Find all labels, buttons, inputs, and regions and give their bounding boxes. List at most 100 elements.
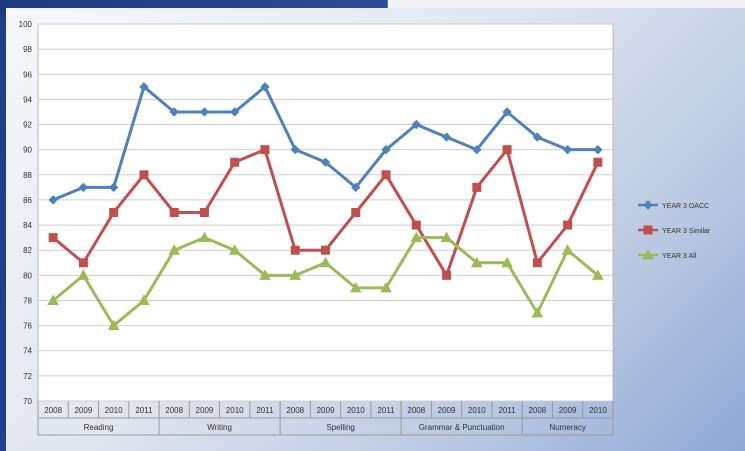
data-point	[441, 132, 452, 142]
data-point	[321, 245, 330, 255]
data-point	[199, 107, 210, 117]
x-tick-label-2009: 2009	[196, 406, 214, 415]
x-group-label: Numeracy	[549, 423, 585, 432]
legend-label: YEAR 3 Similar	[662, 228, 711, 235]
data-point	[502, 145, 512, 155]
legend-item-1: YEAR 3 OACC	[638, 200, 709, 210]
data-point	[502, 107, 512, 117]
legend: YEAR 3 OACC YEAR 3 Similar YEAR 3 All	[638, 200, 711, 260]
data-point	[472, 144, 482, 155]
data-point	[199, 208, 209, 217]
series-3	[47, 231, 604, 331]
x-tick-label-2009: 2009	[559, 406, 577, 415]
data-point	[411, 119, 421, 130]
y-axis-ticks: 70 72 74 76 78 80 82 84 86 88 90 92 94 96 98 100	[19, 20, 33, 406]
data-point	[139, 170, 149, 180]
x-tick-label-2008: 2008	[44, 406, 62, 415]
data-point	[531, 307, 544, 318]
data-point	[351, 182, 361, 193]
x-tick-label-2011: 2011	[135, 406, 153, 415]
y-tick-label-94: 94	[23, 95, 32, 104]
data-point	[290, 144, 300, 155]
data-point	[77, 269, 90, 280]
y-tick-label-72: 72	[23, 372, 32, 381]
y-tick-label-80: 80	[23, 271, 32, 280]
legend-item-3: YEAR 3 All	[638, 248, 697, 260]
x-tick-label-2010: 2010	[589, 406, 607, 415]
data-point	[78, 258, 88, 268]
x-tick-label-2010: 2010	[226, 406, 244, 415]
data-point	[442, 270, 452, 280]
data-point	[349, 281, 362, 293]
data-point	[290, 245, 300, 255]
data-point	[381, 170, 391, 180]
data-point	[107, 319, 120, 331]
data-point	[169, 107, 179, 117]
series-2	[48, 145, 603, 280]
legend-marker	[642, 248, 654, 260]
data-point	[532, 132, 543, 142]
y-tick-label-96: 96	[23, 70, 32, 79]
y-tick-label-76: 76	[23, 322, 32, 331]
data-point	[320, 157, 331, 167]
y-tick-label-98: 98	[23, 45, 32, 54]
data-point	[228, 244, 241, 255]
data-point	[48, 195, 58, 205]
data-point	[168, 244, 181, 255]
x-tick-label-2011: 2011	[256, 406, 274, 415]
x-tick-label-2009: 2009	[438, 406, 456, 415]
x-group-label: Spelling	[326, 423, 354, 432]
legend-label: YEAR 3 OACC	[662, 203, 709, 210]
data-point	[562, 144, 573, 155]
data-point	[410, 231, 423, 243]
data-point	[380, 281, 392, 293]
x-group-label: Reading	[84, 423, 114, 432]
y-tick-label-86: 86	[23, 196, 32, 205]
data-point	[470, 256, 483, 268]
data-point	[563, 220, 573, 230]
data-point	[411, 220, 421, 230]
data-point	[381, 144, 391, 155]
x-tick-label-2010: 2010	[347, 406, 365, 415]
series-1	[48, 82, 603, 205]
y-tick-label-84: 84	[23, 221, 32, 230]
x-tick-label-2009: 2009	[74, 406, 92, 415]
y-tick-label-92: 92	[23, 121, 32, 130]
y-tick-label-100: 100	[19, 20, 33, 29]
data-point	[138, 294, 150, 305]
legend-label: YEAR 3 All	[662, 253, 697, 260]
y-tick-label-82: 82	[23, 246, 32, 255]
y-tick-label-74: 74	[23, 347, 32, 356]
data-point	[472, 182, 482, 192]
data-point	[198, 231, 211, 243]
x-tick-label-2008: 2008	[286, 406, 304, 415]
legend-marker	[643, 225, 653, 235]
x-group-label: Grammar & Punctuation	[419, 423, 505, 432]
data-point	[592, 269, 604, 280]
data-point	[259, 269, 271, 280]
x-tick-label-2010: 2010	[105, 406, 123, 415]
data-point	[561, 244, 574, 255]
data-point	[230, 157, 240, 167]
data-point	[139, 82, 149, 92]
y-tick-label-78: 78	[23, 296, 32, 305]
data-point	[78, 182, 89, 193]
x-tick-label-2010: 2010	[468, 406, 486, 415]
data-point	[48, 233, 58, 243]
legend-marker	[643, 200, 653, 210]
x-axis: 2008 2009 2010 2011 Reading 2008 2009 2010 2011 W…	[37, 401, 614, 436]
data-point	[532, 258, 542, 268]
x-tick-label-2011: 2011	[498, 406, 516, 415]
y-tick-label-88: 88	[23, 171, 32, 180]
data-point	[109, 208, 119, 217]
data-point	[501, 256, 513, 268]
series-lines	[47, 82, 604, 331]
y-tick-label-70: 70	[23, 397, 32, 406]
data-point	[260, 82, 270, 92]
data-point	[47, 294, 59, 305]
legend-item-2: YEAR 3 Similar	[638, 225, 711, 235]
data-point	[351, 208, 361, 217]
data-point	[289, 269, 302, 280]
plot-area	[37, 23, 614, 402]
x-tick-label-2008: 2008	[528, 406, 546, 415]
